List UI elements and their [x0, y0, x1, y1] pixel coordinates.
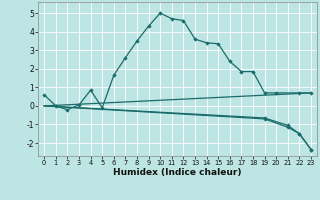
- X-axis label: Humidex (Indice chaleur): Humidex (Indice chaleur): [113, 168, 242, 177]
